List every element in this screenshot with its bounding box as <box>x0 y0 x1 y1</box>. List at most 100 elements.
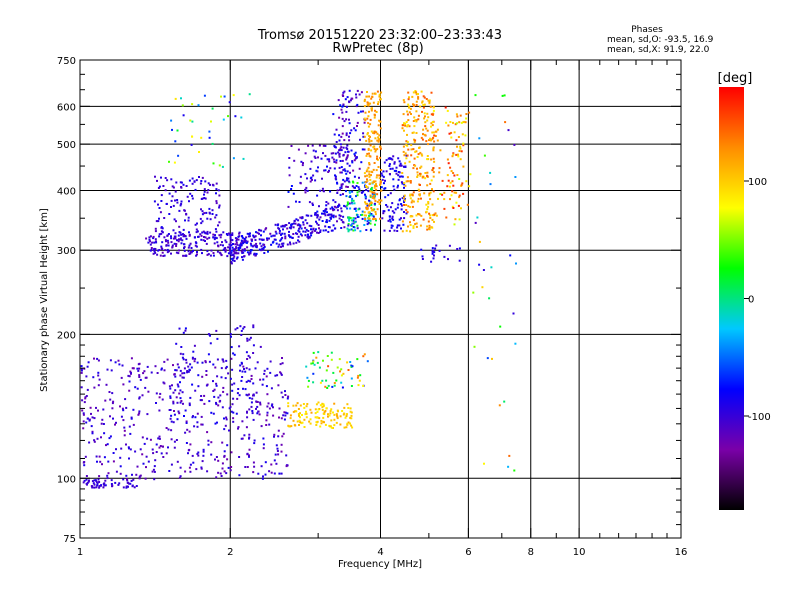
data-point <box>427 143 429 146</box>
data-point <box>371 196 374 199</box>
data-point <box>152 468 155 471</box>
data-point <box>441 193 444 196</box>
data-point <box>93 386 96 389</box>
data-point <box>101 463 103 466</box>
data-point <box>202 239 205 242</box>
data-point <box>305 410 307 413</box>
data-point <box>388 173 391 175</box>
data-point <box>393 162 396 165</box>
data-point <box>364 202 367 205</box>
data-point <box>221 462 224 465</box>
data-point <box>351 219 353 222</box>
data-point <box>409 224 412 226</box>
data-point <box>128 447 130 450</box>
data-point <box>296 420 299 423</box>
data-point <box>461 182 464 185</box>
data-point <box>370 109 373 112</box>
data-point <box>338 358 341 361</box>
data-point <box>406 176 409 179</box>
data-point <box>416 167 418 170</box>
data-point <box>102 408 105 411</box>
data-point <box>218 194 221 197</box>
data-point <box>133 486 136 489</box>
data-point <box>222 118 225 121</box>
data-point <box>193 236 196 239</box>
data-point <box>412 103 414 106</box>
data-point <box>260 249 263 252</box>
data-point <box>379 98 382 101</box>
data-point <box>219 472 222 475</box>
data-point <box>228 249 231 252</box>
data-point <box>379 182 382 185</box>
data-point <box>130 479 133 482</box>
data-point <box>253 442 256 445</box>
data-point <box>207 443 210 446</box>
colorbar-tick-label: -100 <box>748 412 771 423</box>
data-point <box>283 232 286 235</box>
data-point <box>230 466 233 468</box>
data-point <box>264 473 267 476</box>
data-point <box>404 165 407 168</box>
data-point <box>98 455 101 458</box>
data-point <box>371 189 374 192</box>
data-point <box>82 461 85 464</box>
data-point <box>414 150 417 153</box>
data-point <box>433 160 436 163</box>
data-point <box>376 208 379 211</box>
data-point <box>171 384 173 387</box>
data-point <box>170 414 173 417</box>
data-point <box>186 195 189 198</box>
data-point <box>431 169 434 172</box>
data-point <box>221 165 224 168</box>
data-point <box>367 219 370 222</box>
data-point <box>154 459 157 462</box>
data-point <box>368 152 370 155</box>
data-point <box>183 247 185 250</box>
data-point <box>195 468 198 471</box>
data-point <box>372 168 375 171</box>
data-point <box>152 452 155 455</box>
data-point <box>368 154 371 157</box>
data-point <box>327 230 330 233</box>
data-point <box>212 390 215 392</box>
data-point <box>432 106 435 109</box>
data-point <box>367 211 370 214</box>
data-point <box>197 374 200 377</box>
data-point <box>336 417 339 420</box>
data-point <box>84 397 87 400</box>
data-point <box>226 255 229 258</box>
data-point <box>237 427 239 430</box>
data-point <box>413 116 416 119</box>
data-point <box>421 101 424 104</box>
data-point <box>314 412 317 415</box>
data-point <box>345 105 348 108</box>
data-point <box>389 206 392 209</box>
data-point <box>349 422 351 425</box>
data-point <box>275 444 278 447</box>
data-point <box>128 457 130 460</box>
data-point <box>272 240 275 243</box>
data-point <box>403 183 406 186</box>
data-point <box>208 130 211 133</box>
data-point <box>284 235 287 238</box>
data-point <box>299 412 301 415</box>
data-point <box>166 239 169 242</box>
data-point <box>203 94 206 97</box>
data-point <box>180 181 183 184</box>
data-point <box>237 252 240 255</box>
data-point <box>220 233 223 236</box>
data-point <box>329 410 332 412</box>
data-point <box>258 229 261 232</box>
data-point <box>431 131 434 134</box>
data-point <box>217 224 219 227</box>
data-point <box>126 478 128 481</box>
data-point <box>208 207 211 210</box>
data-point <box>83 464 86 467</box>
data-point <box>182 233 184 236</box>
data-point <box>349 171 351 174</box>
data-point <box>398 160 401 163</box>
data-point <box>183 415 185 417</box>
y-tick-label: 750 <box>57 56 76 67</box>
data-point <box>97 374 100 377</box>
data-point <box>405 229 408 232</box>
